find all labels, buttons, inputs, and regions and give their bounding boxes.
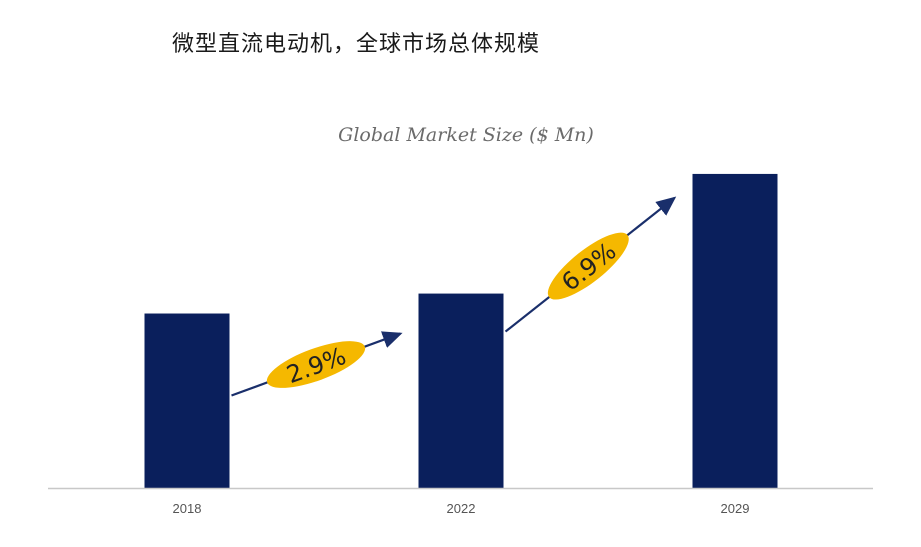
growth-badge-2022-2029: 6.9% <box>547 232 629 300</box>
x-tick-2022: 2022 <box>447 501 476 516</box>
bar-2022 <box>418 293 504 488</box>
growth-badge-2018-2022: 2.9% <box>266 341 366 389</box>
bar-2029 <box>692 173 778 489</box>
growth-badge-shape <box>547 232 629 300</box>
growth-badge-shape <box>266 341 366 388</box>
x-tick-2018: 2018 <box>173 501 202 516</box>
bar-2018 <box>144 313 230 488</box>
chart-title: Global Market Size ($ Mn) <box>338 124 594 146</box>
x-tick-2029: 2029 <box>721 501 750 516</box>
page-title: 微型直流电动机，全球市场总体规模 <box>172 32 541 57</box>
